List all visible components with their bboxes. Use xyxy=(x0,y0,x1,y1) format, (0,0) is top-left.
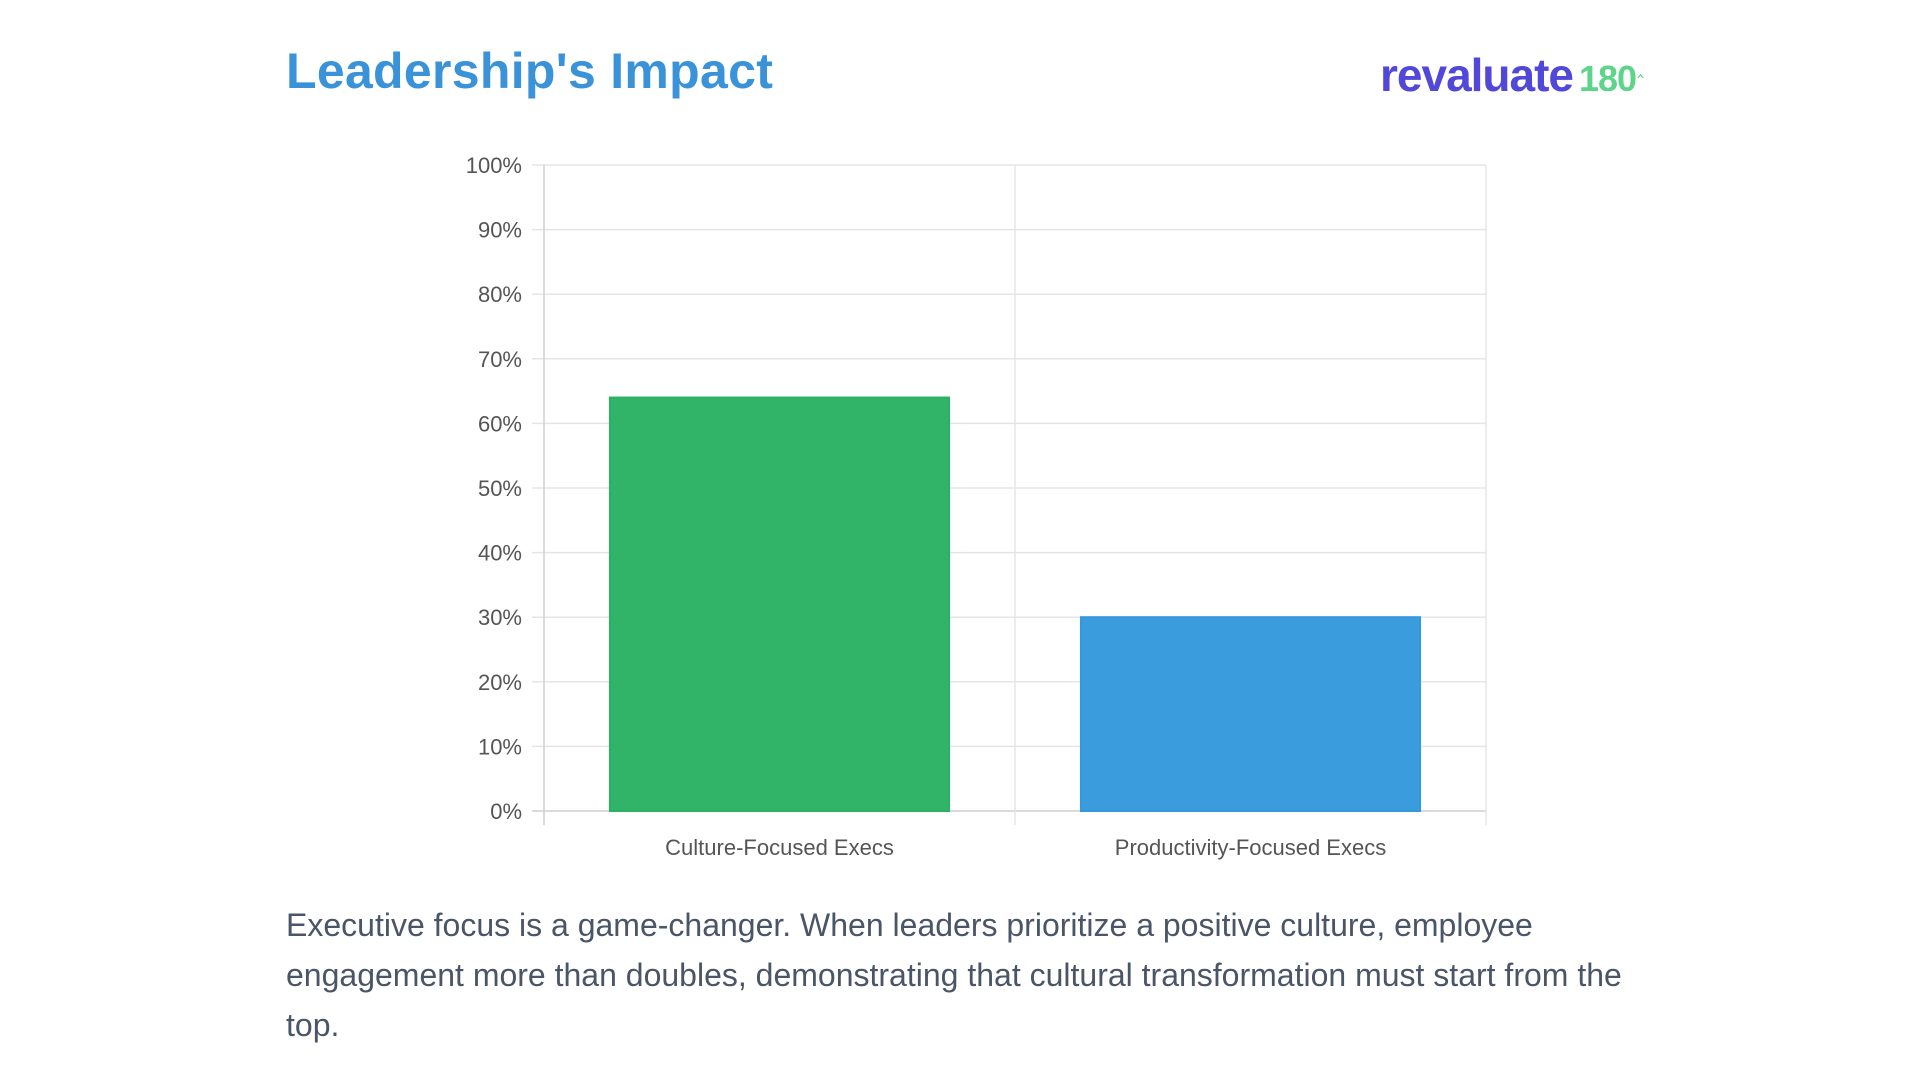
bar xyxy=(608,396,951,812)
y-tick-label: 90% xyxy=(478,218,522,243)
logo-number: 180 xyxy=(1579,58,1637,99)
y-tick-label: 100% xyxy=(466,153,522,178)
y-tick-label: 50% xyxy=(478,476,522,501)
bar xyxy=(1079,616,1422,813)
y-tick-label: 40% xyxy=(478,541,522,566)
chart-caption: Executive focus is a game-changer. When … xyxy=(286,907,1622,1043)
chart-labels: 0% 10% 20% 30% 40% 50% 60% 70% 80% 90% 100% Culture… xyxy=(466,153,1387,860)
logo-wordmark: revaluate xyxy=(1380,49,1574,101)
y-tick-label: 80% xyxy=(478,282,522,307)
chart-axes xyxy=(543,165,1487,825)
x-tick-label: Culture-Focused Execs xyxy=(665,835,894,860)
y-tick-label: 70% xyxy=(478,347,522,372)
logo-swirl-icon: ‸ xyxy=(1637,56,1644,78)
page-title: Leadership's Impact xyxy=(286,43,774,99)
brand-logo: revaluate 180 ‸ xyxy=(1380,48,1644,102)
chart-bars xyxy=(608,396,1422,813)
y-tick-label: 20% xyxy=(478,670,522,695)
x-tick-label: Productivity-Focused Execs xyxy=(1115,835,1386,860)
y-tick-label: 60% xyxy=(478,411,522,436)
y-tick-label: 30% xyxy=(478,605,522,630)
y-tick-label: 10% xyxy=(478,734,522,759)
y-tick-label: 0% xyxy=(490,799,522,824)
bar-chart: 0% 10% 20% 30% 40% 50% 60% 70% 80% 90% 100% Culture… xyxy=(466,153,1487,860)
